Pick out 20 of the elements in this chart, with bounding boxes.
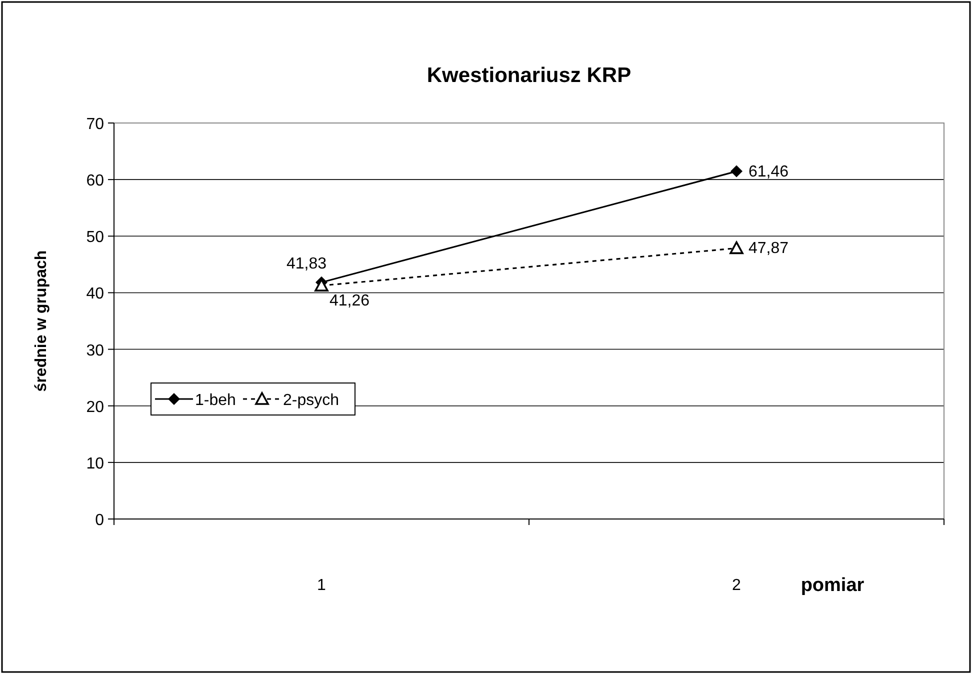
x-tick-label: 1	[317, 577, 326, 594]
y-axis-title: średnie w grupach	[33, 250, 50, 392]
y-tick-label: 40	[86, 286, 104, 303]
legend-label: 2-psych	[283, 392, 340, 409]
chart-title: Kwestionariusz KRP	[426, 64, 632, 87]
y-tick-label: 60	[86, 172, 104, 190]
y-tick-label: 0	[95, 512, 104, 529]
point	[730, 165, 742, 178]
legend-label: 1-beh	[195, 392, 236, 409]
data-label: 41,26	[330, 292, 370, 310]
data-label: 61,46	[748, 163, 789, 180]
y-tick-label: 70	[86, 116, 104, 133]
y-tick-label: 20	[86, 398, 104, 416]
data-label: 47,87	[748, 240, 789, 258]
y-tick-label: 50	[86, 229, 104, 246]
data-label: 41,83	[286, 255, 327, 272]
x-tick-label: 2	[732, 577, 742, 594]
y-tick-label: 10	[86, 455, 104, 472]
y-tick-label: 30	[86, 342, 104, 360]
x-axis-title: pomiar	[800, 575, 865, 596]
